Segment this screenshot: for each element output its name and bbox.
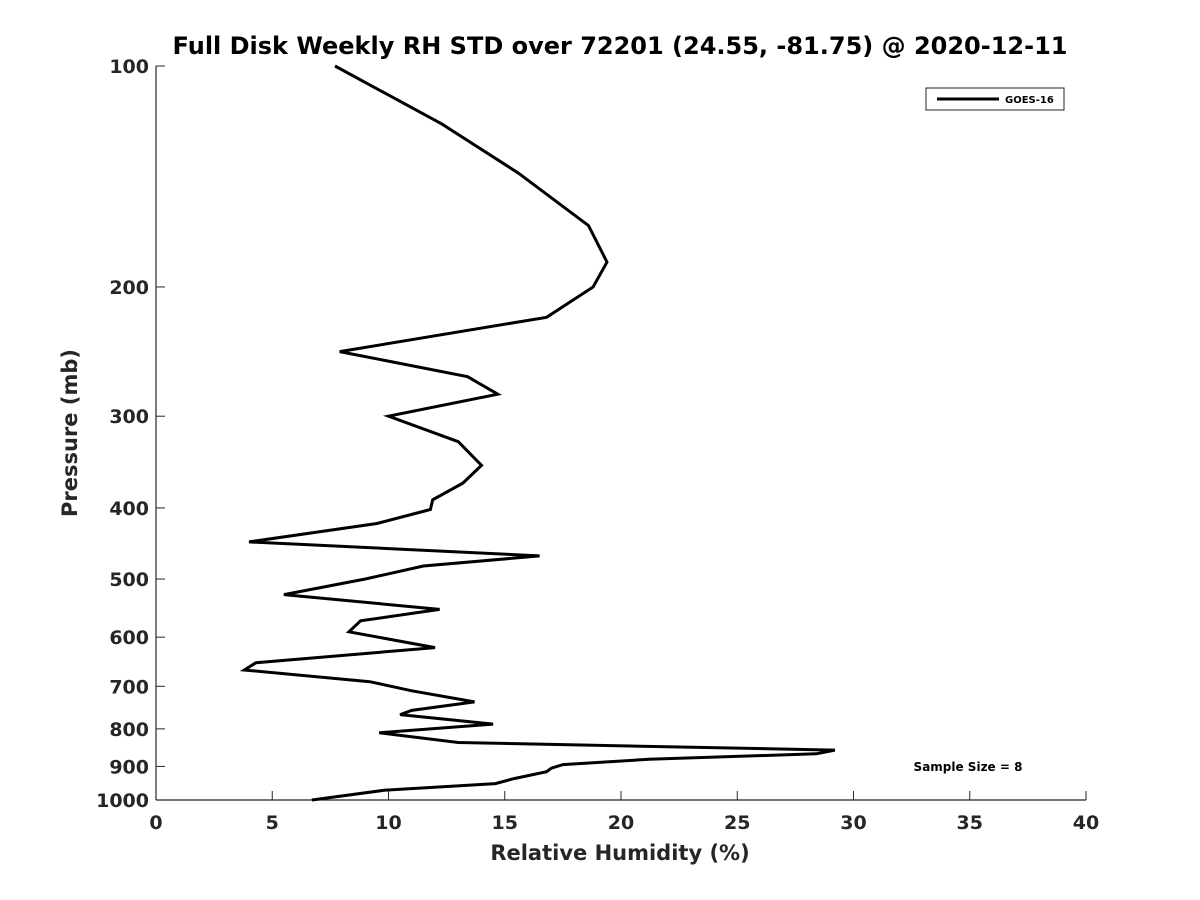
legend-entry: GOES-16 xyxy=(1005,95,1054,106)
y-tick-label: 600 xyxy=(109,627,149,649)
y-tick-label: 100 xyxy=(109,56,149,78)
x-axis-label: Relative Humidity (%) xyxy=(490,841,749,865)
y-tick-label: 1000 xyxy=(96,790,149,812)
y-tick-label: 300 xyxy=(109,406,149,428)
y-tick-label: 700 xyxy=(109,676,149,698)
x-tick-label: 25 xyxy=(724,812,750,834)
x-tick-label: 35 xyxy=(957,812,983,834)
x-tick-label: 10 xyxy=(375,812,401,834)
x-tick-label: 30 xyxy=(840,812,866,834)
y-tick-label: 400 xyxy=(109,498,149,520)
x-tick-label: 20 xyxy=(608,812,634,834)
y-tick-label: 900 xyxy=(109,756,149,778)
series-line-goes-16 xyxy=(239,64,836,802)
y-tick-label: 800 xyxy=(109,719,149,741)
x-tick-label: 5 xyxy=(266,812,279,834)
x-tick-label: 0 xyxy=(149,812,162,834)
x-tick-label: 15 xyxy=(492,812,518,834)
chart-title: Full Disk Weekly RH STD over 72201 (24.5… xyxy=(173,32,1068,60)
y-tick-label: 200 xyxy=(109,277,149,299)
y-axis-label: Pressure (mb) xyxy=(58,349,82,517)
x-tick-label: 40 xyxy=(1073,812,1099,834)
y-tick-label: 500 xyxy=(109,569,149,591)
sample-size-annotation: Sample Size = 8 xyxy=(914,760,1023,774)
